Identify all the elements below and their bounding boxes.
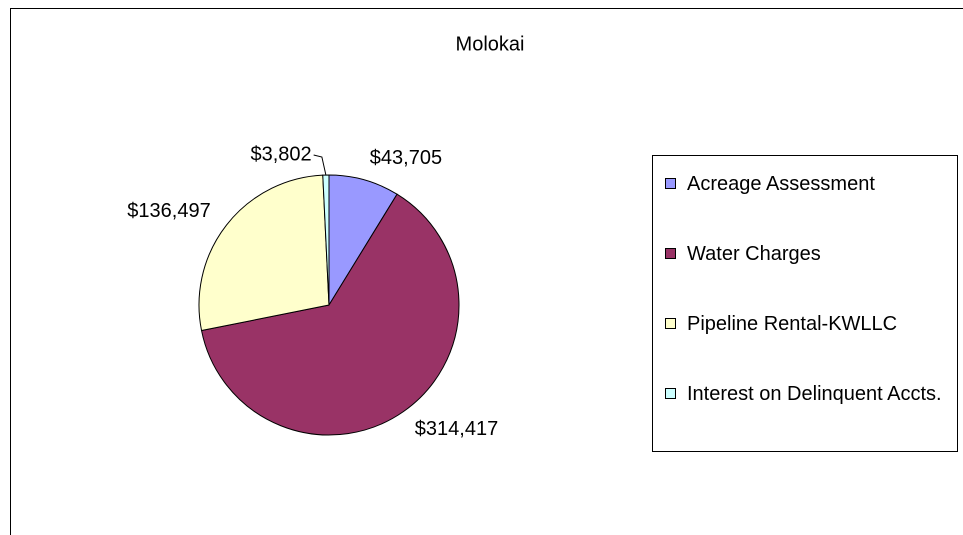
legend-label: Acreage Assessment <box>687 173 875 195</box>
data-label: $43,705 <box>370 147 442 169</box>
legend-label: Pipeline Rental-KWLLC <box>687 313 898 335</box>
leader-line <box>313 154 327 176</box>
data-label: $3,802 <box>250 143 311 165</box>
legend-label: Interest on Delinquent Accts. <box>687 383 942 405</box>
legend-swatch <box>665 248 676 259</box>
pie-slice <box>198 174 330 332</box>
legend-swatch <box>665 318 676 329</box>
legend-item: Pipeline Rental-KWLLC <box>665 311 955 337</box>
legend-swatch <box>665 388 676 399</box>
legend-label: Water Charges <box>687 243 821 265</box>
legend: Acreage Assessment Water Charges Pipeline … <box>652 155 958 452</box>
pie-slice <box>200 193 460 436</box>
data-label: $314,417 <box>415 418 498 440</box>
chart-title: Molokai <box>456 33 525 55</box>
legend-swatch <box>665 178 676 189</box>
legend-item: Water Charges <box>665 241 955 267</box>
legend-item: Acreage Assessment <box>665 171 955 197</box>
data-label: $136,497 <box>127 200 210 222</box>
legend-item: Interest on Delinquent Accts. <box>665 381 955 407</box>
